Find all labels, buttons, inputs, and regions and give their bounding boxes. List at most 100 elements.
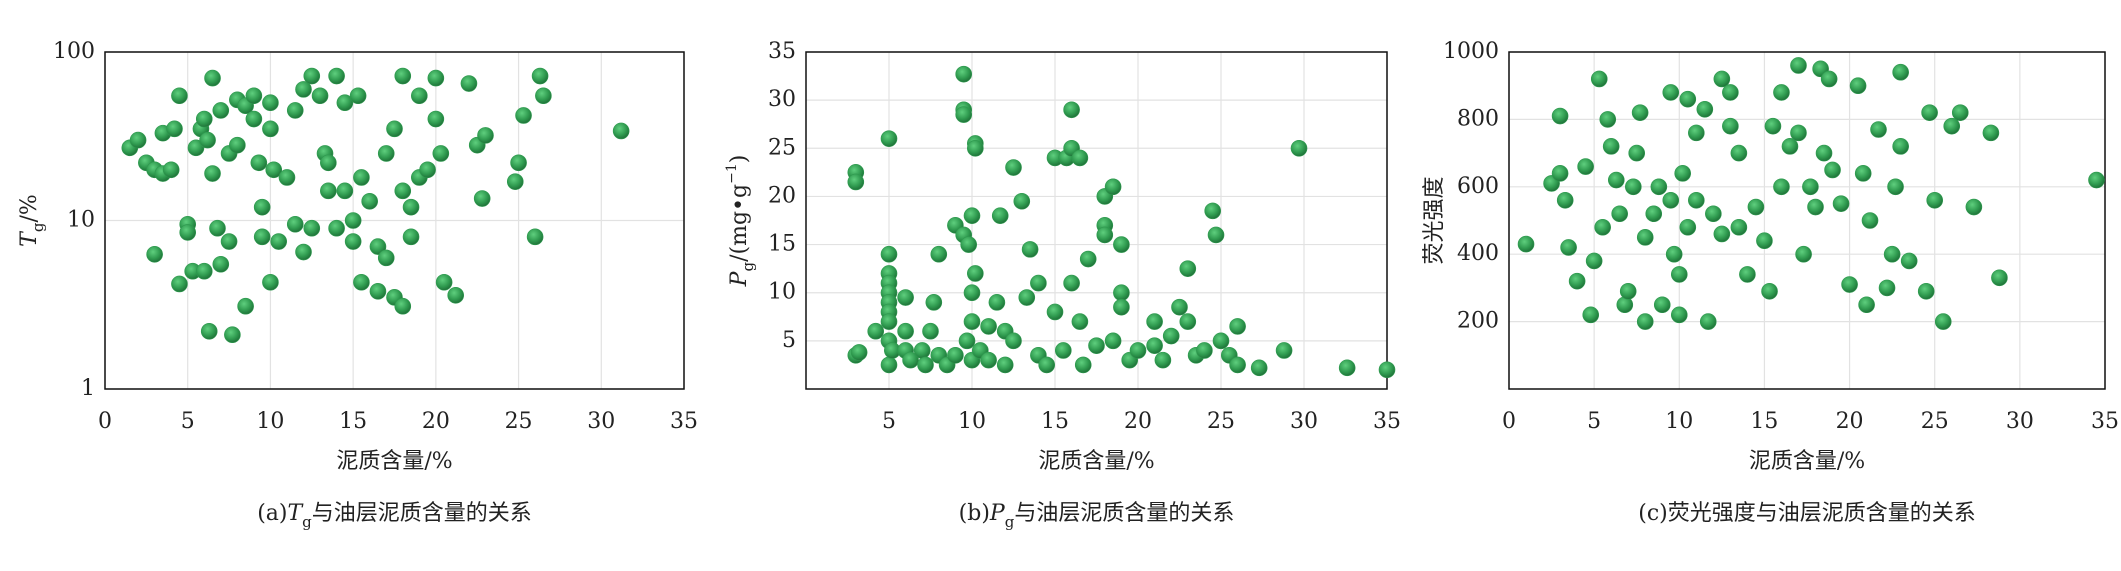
point [262,94,279,112]
point [1662,84,1680,101]
point [245,110,263,128]
point [237,297,254,315]
point [1773,178,1790,196]
point [394,182,412,200]
point [1607,171,1625,189]
point [980,318,997,335]
point [447,286,465,304]
point [1921,104,1938,121]
text-part: 与油层泥质含量的关系 [1014,501,1234,526]
point [432,145,450,162]
point [1171,298,1188,316]
point [1162,327,1180,345]
text-part: (a) [257,501,287,526]
point [1815,144,1833,162]
point [880,356,898,374]
point [171,87,188,105]
point [1849,77,1867,94]
point [1670,266,1688,283]
point [526,228,544,246]
point [1991,269,2008,287]
point [506,173,524,190]
text-part: T [287,501,304,526]
text-part: g [739,262,757,272]
text-part: ) [727,155,752,164]
point [1650,178,1668,196]
point [963,284,981,302]
point [850,344,868,361]
point [955,106,973,123]
point [1611,205,1628,223]
point [1113,284,1130,302]
point [353,169,370,186]
point [394,67,412,85]
point [1338,359,1356,377]
point [1883,245,1901,263]
point [162,161,180,179]
point [1602,138,1620,155]
point [1179,313,1197,330]
x-tick-label: 0 [1502,409,1516,434]
point [1071,313,1089,330]
point [1747,198,1765,216]
point [1892,63,1909,81]
text-part: (b) [959,501,990,526]
point [991,207,1009,224]
x-tick-label: 10 [256,409,284,434]
point [880,130,898,147]
point [1229,356,1246,374]
point [427,110,445,128]
point [199,131,216,149]
point [1892,138,1909,155]
point [220,233,238,250]
point [1154,351,1172,369]
point [1204,202,1221,220]
text-part: 荧光强度 [1422,176,1447,264]
point [925,294,943,311]
y-tick-label: 10 [768,280,796,305]
point [1926,191,1944,209]
plot-frame [805,51,1388,390]
point [902,351,919,369]
point [1046,303,1064,321]
point [377,145,395,162]
y-axis-label: Pg/(mg•g−1) [724,155,757,288]
point [1378,361,1396,379]
point [1790,124,1807,142]
point [253,228,271,246]
point [1832,195,1850,212]
y-tick-label: 30 [768,87,796,112]
point [1858,296,1875,314]
x-tick-label: 20 [1836,409,1864,434]
point [460,75,478,92]
point [1079,250,1097,268]
point [477,127,494,144]
x-tick-label: 10 [1665,409,1693,434]
point [212,102,230,119]
x-tick-label: 35 [670,409,698,434]
text-part: 与油层泥质含量的关系 [312,501,532,526]
point [1619,282,1637,300]
point [265,161,283,179]
point [204,165,221,182]
x-tick-label: 30 [1290,409,1318,434]
point [1577,158,1594,175]
point [1005,159,1022,176]
point [1965,198,1983,216]
point [1063,274,1080,292]
y-tick-label: 35 [768,39,796,64]
x-axis-label: 泥质含量/% [336,449,452,474]
plot-frame [104,51,685,390]
point [1551,165,1569,182]
point [917,356,934,374]
x-tick-label: 30 [2006,409,2034,434]
x-tick-label: 5 [181,409,195,434]
point [1841,276,1858,293]
y-axis-label: 荧光强度 [1422,176,1447,264]
point [1861,212,1879,229]
point [1013,192,1031,210]
point [1599,111,1617,128]
point [963,313,981,330]
point [402,228,420,246]
point [1854,165,1872,182]
